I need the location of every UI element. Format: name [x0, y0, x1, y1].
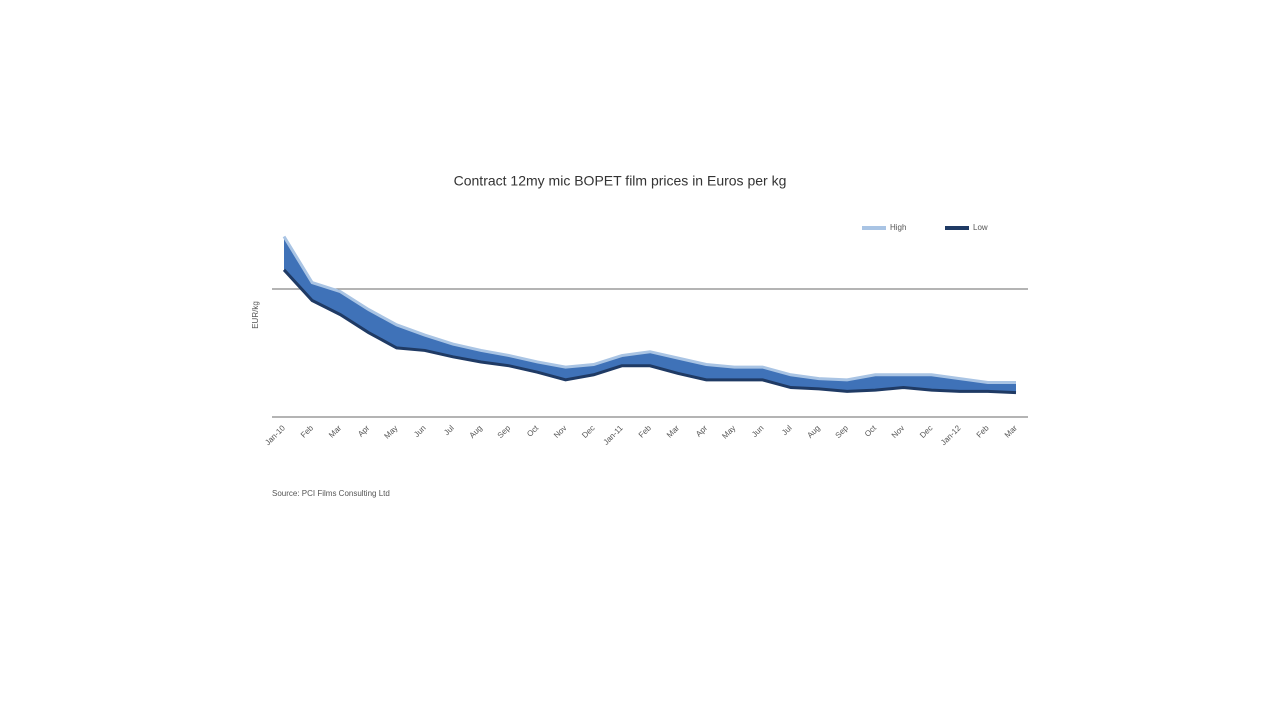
series-line — [282, 235, 1016, 384]
legend-label: High — [890, 223, 906, 232]
source-note: Source: PCI Films Consulting Ltd — [272, 489, 390, 498]
x-tick-label: Jun — [750, 424, 765, 439]
x-tick-label: Oct — [525, 423, 541, 439]
x-tick-label: Dec — [580, 424, 596, 440]
y-axis-label: EUR/kg — [251, 301, 260, 329]
x-tick-label: Jan-11 — [602, 423, 626, 447]
x-tick-label: Feb — [975, 423, 992, 440]
range-band — [284, 236, 1016, 393]
x-tick-label: Apr — [694, 423, 709, 438]
x-tick-label: Dec — [918, 424, 934, 440]
x-tick-label: Oct — [863, 423, 879, 439]
x-tick-label: Sep — [496, 423, 513, 440]
x-tick-label: Jun — [412, 424, 427, 439]
x-tick-label: Mar — [1003, 423, 1019, 439]
x-tick-label: Jan-12 — [939, 423, 963, 447]
x-tick-label: Aug — [805, 424, 821, 440]
x-tick-label: Feb — [299, 423, 316, 440]
legend-label: Low — [973, 223, 988, 232]
x-tick-label: Apr — [356, 423, 371, 438]
x-tick-label: Nov — [890, 424, 906, 440]
x-tick-label: Aug — [468, 424, 484, 440]
chart-title: Contract 12my mic BOPET film prices in E… — [454, 173, 787, 189]
x-tick-label: Jul — [780, 423, 794, 437]
x-tick-label: Nov — [552, 424, 568, 440]
x-tick-label: May — [382, 424, 399, 441]
x-tick-label: Feb — [637, 423, 654, 440]
x-tick-label: Jul — [442, 423, 456, 437]
series-line — [282, 268, 1017, 395]
x-tick-label: Sep — [834, 423, 851, 440]
x-tick-label: Jan-10 — [263, 423, 287, 447]
x-tick-label: Mar — [665, 423, 681, 439]
x-tick-label: May — [720, 424, 737, 441]
x-tick-label: Mar — [327, 423, 343, 439]
